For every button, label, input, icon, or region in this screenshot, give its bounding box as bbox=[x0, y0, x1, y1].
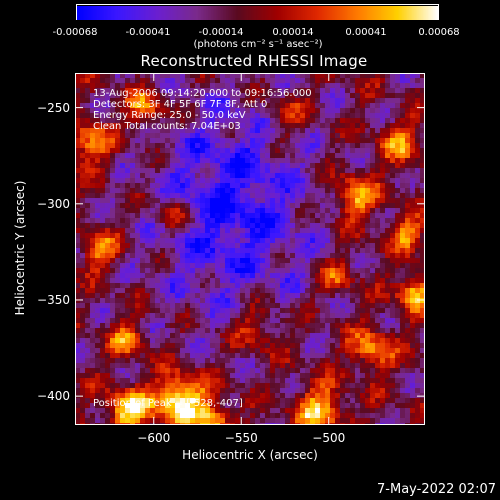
colorbar-tick-label: -0.00041 bbox=[125, 27, 171, 38]
chart-title: Reconstructed RHESSI Image bbox=[140, 52, 368, 70]
y-tick-label: −400 bbox=[37, 389, 70, 404]
x-tick-label: −600 bbox=[137, 431, 171, 445]
y-tick-label: −250 bbox=[37, 100, 70, 115]
colorbar-tick-label: 0.00014 bbox=[272, 27, 314, 38]
x-axis-label: Heliocentric X (arcsec) bbox=[182, 448, 318, 462]
peak-position-label: Position of Peak = [-528,-407] bbox=[93, 398, 243, 409]
axis-ticks bbox=[75, 73, 425, 425]
annotation-energy-range: Energy Range: 25.0 - 50.0 keV bbox=[93, 110, 246, 121]
annotation-time-range: 13-Aug-2006 09:14:20.000 to 09:16:56.000 bbox=[93, 88, 312, 99]
annotation-counts: Clean Total counts: 7.04E+03 bbox=[93, 121, 241, 132]
plot-frame bbox=[75, 73, 425, 425]
annotation-detectors: Detectors: 3F 4F 5F 6F 7F 8F, Att 0 bbox=[93, 99, 268, 110]
plot-timestamp: 7-May-2022 02:07 bbox=[377, 482, 496, 497]
colorbar-tick-label: 0.00041 bbox=[345, 27, 387, 38]
x-tick-label: −550 bbox=[224, 431, 258, 445]
colorbar bbox=[76, 4, 439, 20]
y-tick-label: −300 bbox=[37, 196, 70, 211]
plot-area bbox=[75, 73, 425, 425]
colorbar-tick-label: -0.00068 bbox=[52, 27, 98, 38]
colorbar-tick-label: 0.00068 bbox=[418, 27, 460, 38]
x-tick-label: −500 bbox=[312, 431, 346, 445]
colorbar-tick-label: -0.00014 bbox=[198, 27, 244, 38]
heatmap-image bbox=[75, 73, 425, 425]
y-tick-label: −350 bbox=[37, 292, 70, 307]
colorbar-unit: (photons cm⁻² s⁻¹ asec⁻²) bbox=[193, 39, 323, 50]
y-axis-label: Heliocentric Y (arcsec) bbox=[13, 180, 27, 316]
colorbar-gradient bbox=[77, 6, 438, 20]
